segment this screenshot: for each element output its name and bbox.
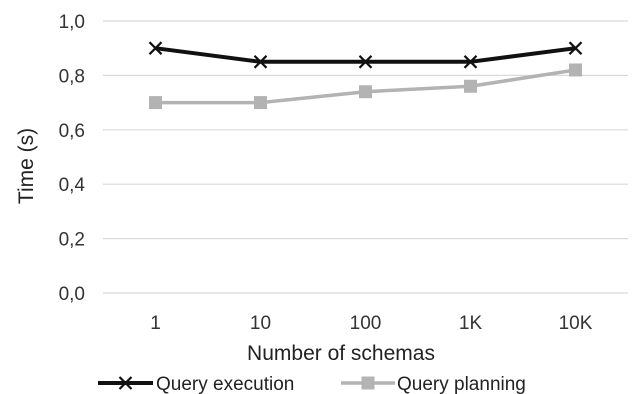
y-tick-label: 0,6 — [59, 121, 85, 142]
y-tick-label: 0,2 — [59, 230, 85, 251]
data-point — [464, 79, 477, 93]
series-0 — [148, 41, 583, 69]
data-point — [358, 55, 373, 69]
legend-label: Query execution — [156, 374, 294, 394]
data-point — [253, 55, 268, 69]
legend-item: Query execution — [98, 374, 294, 394]
y-axis-ticks: 0,0 0,2 0,4 0,6 0,8 1,0 — [59, 12, 86, 305]
series-line — [155, 46, 576, 64]
data-point — [149, 96, 162, 110]
legend-marker — [361, 376, 375, 390]
x-tick-label: 10 — [250, 313, 271, 334]
series-lines — [148, 41, 583, 110]
data-point — [148, 41, 163, 55]
x-axis-title: Number of schemas — [247, 342, 435, 365]
x-tick-label: 1K — [459, 313, 483, 334]
legend: Query execution Query planning — [98, 374, 526, 394]
x-tick-label: 100 — [350, 313, 382, 334]
y-axis-title: Time (s) — [15, 128, 38, 204]
data-point — [254, 96, 267, 110]
y-tick-label: 0,4 — [59, 175, 86, 196]
data-point — [359, 85, 372, 99]
legend-marker — [118, 376, 133, 390]
gridlines — [103, 20, 628, 294]
x-tick-label: 1 — [150, 313, 161, 334]
legend-label: Query planning — [397, 374, 526, 394]
data-point — [463, 55, 478, 69]
series-1 — [149, 63, 582, 110]
y-tick-label: 1,0 — [59, 12, 85, 33]
legend-item: Query planning — [341, 374, 526, 394]
y-tick-label: 0,0 — [59, 284, 85, 305]
x-axis-ticks: 1 10 100 1K 10K — [150, 313, 593, 334]
data-point — [568, 41, 583, 55]
data-point — [569, 63, 582, 77]
y-tick-label: 0,8 — [59, 66, 85, 87]
x-tick-label: 10K — [559, 313, 593, 334]
